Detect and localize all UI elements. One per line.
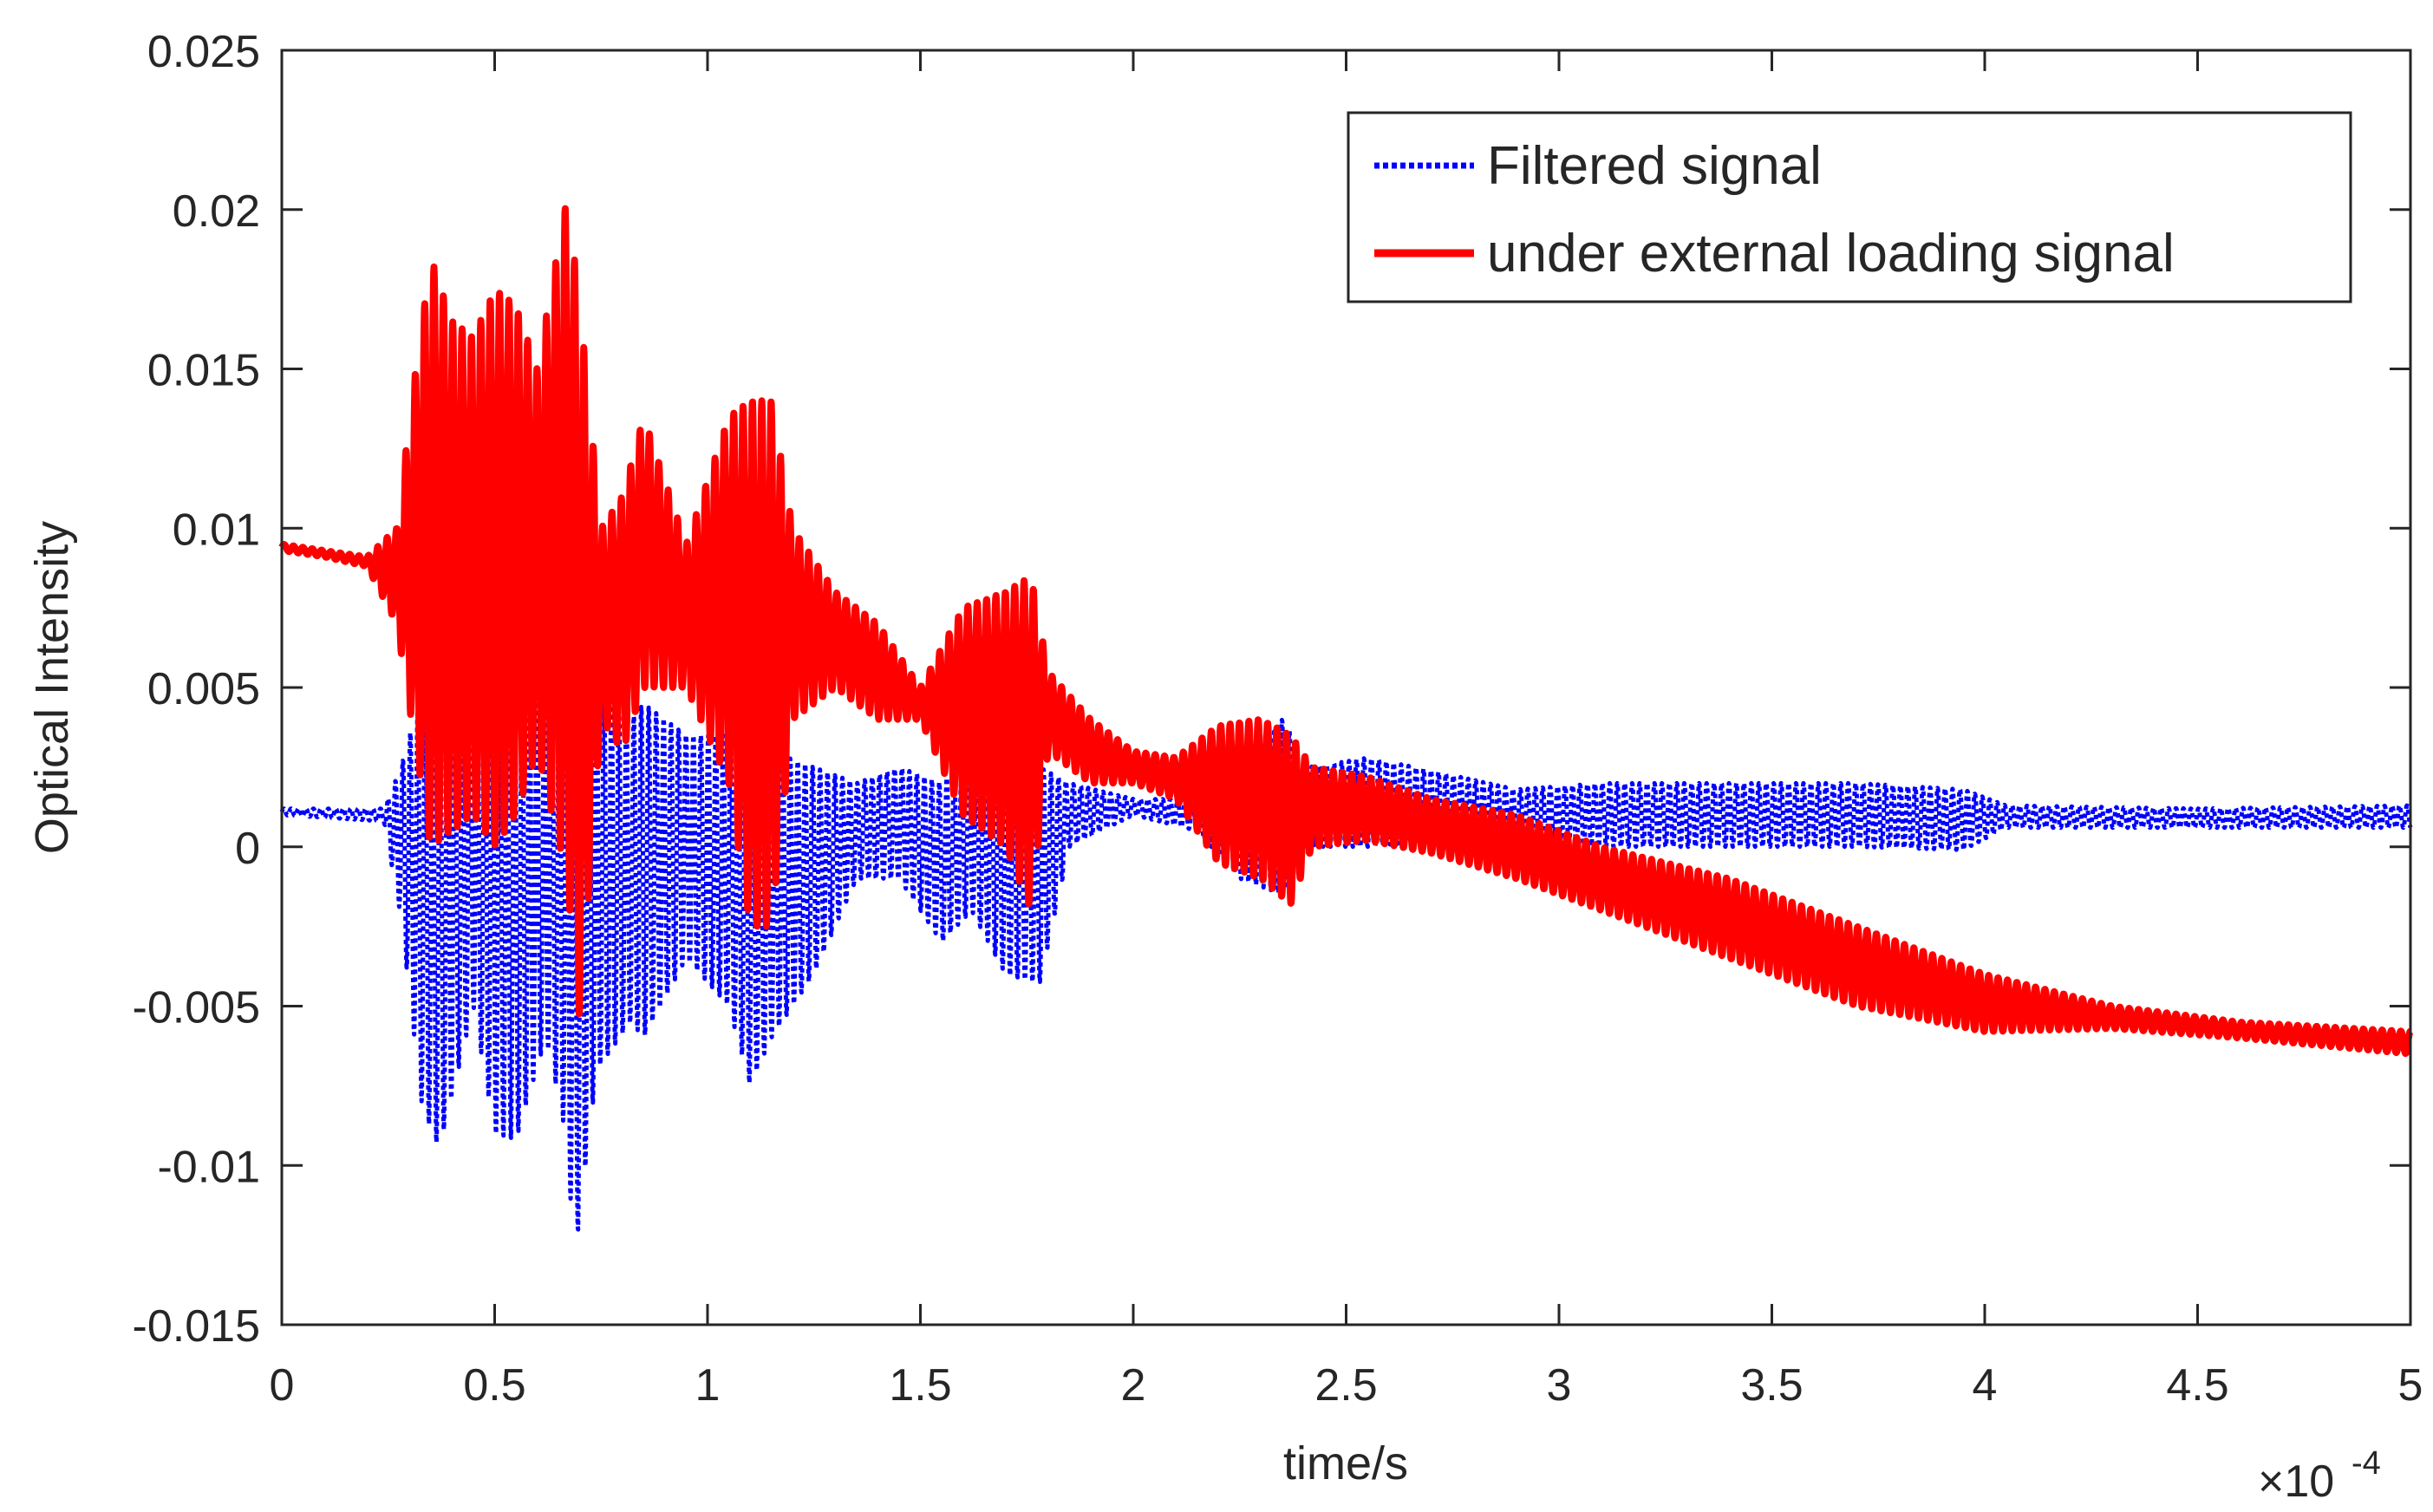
y-tick-label: 0 xyxy=(235,824,260,874)
x-tick-label: 4.5 xyxy=(2166,1360,2228,1411)
x-tick-label: 0 xyxy=(270,1360,295,1411)
series-line-under-external-loading-signal xyxy=(278,205,2414,1058)
legend-label-under-external-loading-signal: under external loading signal xyxy=(1487,224,2175,284)
x-tick-label: 3 xyxy=(1547,1360,1572,1411)
y-tick-label: -0.005 xyxy=(133,983,260,1033)
y-tick-label: -0.01 xyxy=(157,1142,260,1192)
y-tick-label: 0.025 xyxy=(147,27,260,77)
y-tick-label: -0.015 xyxy=(133,1301,260,1352)
series-layer xyxy=(278,205,2414,1232)
legend-box xyxy=(1347,111,2352,303)
x-axis-exponent: ×10 -4 xyxy=(2258,1445,2381,1507)
x-exponent-power: -4 xyxy=(2351,1445,2381,1482)
x-tick-label: 2 xyxy=(1121,1360,1146,1411)
x-tick-label: 5 xyxy=(2398,1360,2423,1411)
x-tick-label: 4 xyxy=(1973,1360,1998,1411)
y-tick-label: 0.01 xyxy=(173,505,260,555)
y-tick-label: 0.015 xyxy=(147,346,260,396)
legend: Filtered signal under external loading s… xyxy=(1347,111,2352,303)
x-tick-label: 3.5 xyxy=(1740,1360,1803,1411)
x-tick-label: 0.5 xyxy=(463,1360,525,1411)
x-tick-label: 2.5 xyxy=(1314,1360,1377,1411)
y-tick-label: 0.005 xyxy=(147,664,260,714)
y-tick-label: 0.02 xyxy=(173,186,260,237)
x-axis-label: time/s xyxy=(1283,1437,1408,1489)
y-axis-label: Optical Intensity xyxy=(26,521,78,854)
x-tick-label: 1.5 xyxy=(889,1360,951,1411)
x-exponent-base: ×10 xyxy=(2258,1457,2334,1507)
legend-label-filtered-signal: Filtered signal xyxy=(1487,136,1822,196)
y-axis: -0.015 -0.01 -0.005 0 0.005 0.01 0.015 0.02 0.02… xyxy=(133,27,2410,1352)
x-tick-label: 1 xyxy=(695,1360,721,1411)
x-axis: 0 0.5 1 1.5 2 2.5 3 3.5 4 4.5 5 xyxy=(270,50,2423,1411)
